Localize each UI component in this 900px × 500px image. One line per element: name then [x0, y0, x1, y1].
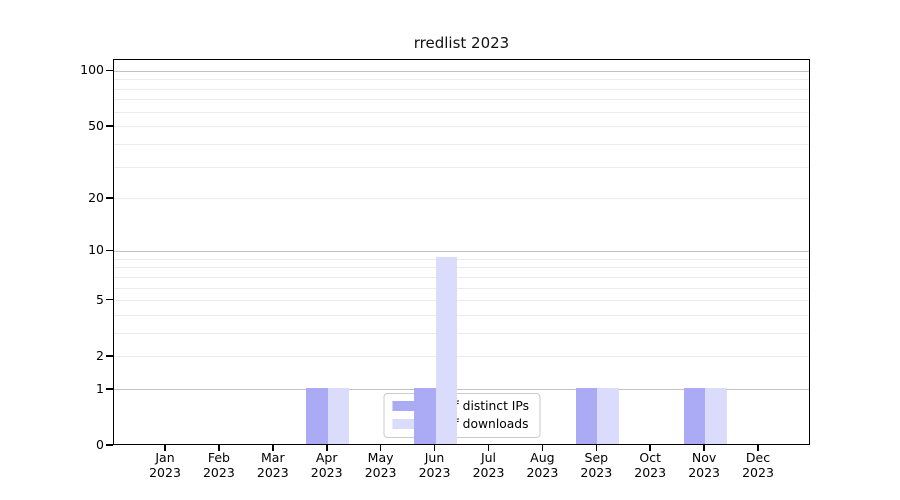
chart-title: rredlist 2023	[413, 34, 510, 52]
x-tick-month: Jun	[424, 450, 445, 465]
x-tick	[541, 445, 544, 451]
x-tick-month: Nov	[691, 450, 717, 465]
x-tick-label: Jul 2023	[459, 450, 519, 480]
y-gridline-minor	[114, 332, 809, 334]
y-gridline-minor	[114, 276, 809, 278]
y-tick-label: 20	[88, 189, 104, 205]
plot-area: Nb of distinct IPs Nb of downloads	[113, 59, 810, 445]
x-tick	[218, 445, 220, 451]
x-tick-month: Sep	[584, 450, 609, 465]
y-gridline-major	[114, 389, 809, 391]
x-tick-label: May 2023	[351, 450, 411, 480]
legend-swatch-distinct-ips	[391, 401, 417, 411]
x-tick	[326, 445, 328, 451]
bar-distinct-ips-sep	[575, 387, 598, 444]
x-tick	[649, 445, 651, 451]
bar-downloads-jun	[435, 257, 457, 444]
x-tick-year: 2023	[634, 465, 667, 480]
y-gridline-minor	[114, 144, 809, 145]
y-gridline-minor	[114, 356, 809, 358]
y-tick	[106, 355, 113, 357]
y-gridline-minor	[114, 88, 809, 90]
x-tick-label: Sep 2023	[566, 450, 626, 480]
y-gridline-minor	[114, 198, 809, 200]
y-gridline-minor	[114, 111, 809, 113]
legend-entry-downloads: Nb of downloads	[391, 417, 529, 431]
x-tick-month: Apr	[315, 450, 338, 465]
y-tick-label: 10	[88, 242, 104, 258]
y-gridline-minor	[114, 314, 809, 316]
x-tick-year: 2023	[526, 465, 559, 480]
x-tick-year: 2023	[580, 465, 613, 480]
y-tick	[106, 388, 113, 390]
x-tick-label: Feb 2023	[189, 450, 249, 480]
x-tick-month: Aug	[530, 450, 555, 465]
y-gridline-minor	[114, 300, 809, 301]
bar-distinct-ips-jun	[414, 387, 436, 444]
y-tick-label: 0	[96, 437, 104, 452]
x-tick-year: 2023	[149, 465, 181, 480]
x-tick	[379, 445, 382, 451]
y-tick	[106, 197, 113, 199]
y-tick-label: 1	[96, 380, 104, 396]
x-tick-month: May	[367, 450, 394, 465]
x-tick-month: Mar	[261, 450, 285, 465]
x-tick-label: Mar 2023	[243, 450, 303, 480]
y-gridline-major	[114, 70, 809, 72]
x-tick	[433, 445, 436, 451]
x-tick	[272, 445, 274, 451]
y-tick	[106, 249, 113, 251]
bar-downloads-sep	[597, 387, 619, 444]
y-gridline-minor	[114, 79, 809, 81]
x-tick	[703, 445, 705, 451]
bar-downloads-nov	[705, 387, 727, 444]
y-gridline-minor	[114, 99, 809, 101]
x-tick	[487, 445, 490, 451]
x-tick-year: 2023	[418, 465, 451, 480]
legend-entry-distinct-ips: Nb of distinct IPs	[391, 399, 529, 413]
x-tick-label: Aug 2023	[512, 450, 572, 480]
bar-distinct-ips-nov	[683, 387, 706, 444]
x-tick-year: 2023	[364, 465, 397, 480]
x-tick-year: 2023	[256, 465, 289, 480]
x-tick-month: Jul	[480, 450, 497, 465]
x-tick-label: Nov 2023	[674, 450, 734, 480]
y-tick-label: 100	[80, 62, 104, 78]
x-tick-month: Feb	[207, 450, 230, 465]
x-tick-month: Oct	[639, 450, 661, 465]
y-gridline-minor	[114, 126, 809, 128]
y-tick-label: 2	[96, 347, 104, 363]
x-tick-year: 2023	[472, 465, 505, 480]
x-tick	[757, 445, 759, 451]
y-tick	[106, 125, 113, 127]
y-gridline-major	[114, 250, 809, 252]
x-tick-month: Jan	[155, 450, 175, 465]
y-tick	[106, 298, 113, 301]
y-gridline-minor	[114, 267, 809, 269]
legend-swatch-downloads	[391, 419, 417, 429]
x-tick-label: Jan 2023	[135, 450, 195, 480]
bar-distinct-ips-apr	[306, 387, 328, 444]
x-tick	[595, 445, 597, 451]
y-tick-label: 5	[96, 291, 104, 307]
x-tick-month: Dec	[745, 450, 771, 465]
x-tick-label: Oct 2023	[620, 450, 680, 480]
x-tick-label: Dec 2023	[728, 450, 788, 480]
legend: Nb of distinct IPs Nb of downloads	[382, 393, 541, 438]
bar-downloads-apr	[327, 387, 350, 444]
y-gridline-minor	[114, 287, 809, 289]
x-tick-year: 2023	[688, 465, 720, 480]
y-gridline-minor	[114, 166, 809, 168]
x-tick-year: 2023	[310, 465, 343, 480]
x-tick-label: Apr 2023	[297, 450, 357, 480]
y-tick	[106, 69, 113, 71]
y-gridline-minor	[114, 258, 809, 260]
y-tick	[106, 444, 113, 446]
y-tick-label: 50	[88, 117, 104, 133]
x-tick-label: Jun 2023	[405, 450, 465, 480]
x-tick	[164, 445, 166, 451]
x-tick-year: 2023	[742, 465, 774, 480]
x-tick-year: 2023	[202, 465, 235, 480]
